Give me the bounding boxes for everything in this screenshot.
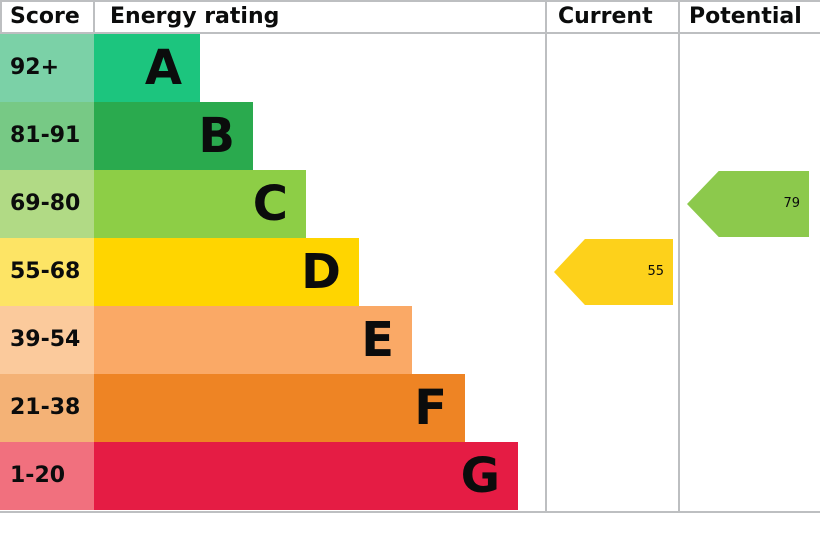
band-score-range: 21-38 <box>0 374 94 442</box>
band-row-A: 92+ A <box>0 34 820 102</box>
potential-column-divider <box>678 0 680 513</box>
current-column-divider <box>545 0 547 513</box>
band-bar-C: C <box>94 170 306 238</box>
band-row-D: 55-68 D <box>0 238 820 306</box>
band-score-range: 92+ <box>0 34 94 102</box>
band-row-G: 1-20 G <box>0 442 820 510</box>
band-row-B: 81-91 B <box>0 102 820 170</box>
band-row-C: 69-80 C <box>0 170 820 238</box>
band-row-E: 39-54 E <box>0 306 820 374</box>
left-border <box>0 0 2 33</box>
band-score-range: 69-80 <box>0 170 94 238</box>
header-underline <box>0 32 820 34</box>
current-column-header: Current <box>558 4 653 29</box>
score-column-divider <box>93 0 95 32</box>
band-bar-B: B <box>94 102 253 170</box>
energy-rating-column-header: Energy rating <box>110 4 280 29</box>
band-score-range: 81-91 <box>0 102 94 170</box>
band-score-range: 1-20 <box>0 442 94 510</box>
band-bar-D: D <box>94 238 359 306</box>
band-bar-A: A <box>94 34 200 102</box>
bottom-border <box>0 511 820 513</box>
band-bar-F: F <box>94 374 465 442</box>
band-bar-G: G <box>94 442 518 510</box>
band-score-range: 39-54 <box>0 306 94 374</box>
top-border <box>0 0 820 2</box>
band-score-range: 55-68 <box>0 238 94 306</box>
band-row-F: 21-38 F <box>0 374 820 442</box>
potential-column-header: Potential <box>689 4 802 29</box>
score-column-header: Score <box>10 4 80 29</box>
band-bar-E: E <box>94 306 412 374</box>
